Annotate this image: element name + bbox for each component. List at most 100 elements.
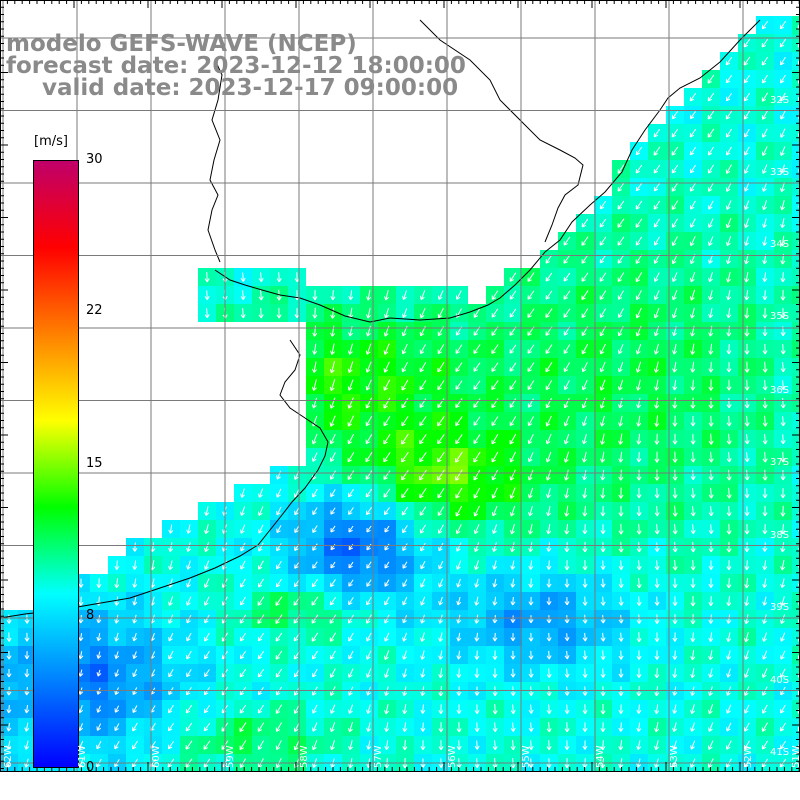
wind-arrow [636,433,642,445]
wind-arrow [654,379,660,391]
wind-arrow [654,433,660,445]
wind-arrow [780,235,786,247]
wind-arrow [509,290,517,300]
wind-cell [792,628,800,646]
wind-arrow [240,307,246,319]
wind-arrow [618,397,623,409]
wind-arrow [365,361,372,373]
wind-arrow [617,182,625,192]
wind-arrow [419,361,427,373]
wind-arrow [636,415,642,427]
wind-arrow [330,489,336,498]
wind-arrow [672,361,678,373]
wind-arrow [690,307,695,319]
wind-arrow [653,164,661,174]
wind-arrow [527,434,534,445]
wind-arrow [654,488,660,499]
wind-arrow [690,379,696,391]
wind-arrow [780,488,786,499]
wind-arrow [708,487,714,499]
wind-arrow [473,487,481,499]
wind-arrow [707,182,714,192]
wind-arrow [779,20,787,30]
lon-label-52W: 52W [743,745,754,768]
wind-arrow [725,164,732,174]
wind-arrow [708,415,714,427]
wind-arrow [581,343,589,355]
wind-arrow [545,290,553,300]
wind-cell [792,232,800,250]
wind-arrow [708,200,714,210]
wind-arrow [618,433,624,445]
wind-arrow [744,469,750,481]
wind-arrow [365,343,372,355]
wind-cell [792,70,800,88]
wind-arrow [708,469,714,481]
wind-arrow [725,110,733,120]
wind-arrow [725,128,732,138]
wind-arrow [581,362,588,373]
wind-arrow [617,236,625,246]
wind-arrow [744,271,750,283]
wind-arrow [689,236,696,247]
wind-arrow [617,254,625,264]
wind-arrow [726,236,732,247]
wind-arrow [780,128,786,138]
wind-arrow [762,397,768,409]
wind-arrow [725,56,733,66]
wind-cell [792,592,800,610]
wind-arrow [653,128,661,138]
wind-arrow [204,308,210,319]
wind-arrow [780,397,786,409]
wind-arrow [780,182,785,193]
wind-arrow [383,451,391,463]
wind-arrow [654,236,660,246]
lat-label-38S: 38S [770,530,790,541]
wind-arrow [780,308,786,319]
wind-arrow [726,146,732,156]
wind-arrow [581,236,589,246]
wind-arrow [240,272,246,282]
wind-arrow [654,469,660,481]
wind-arrow [527,290,535,300]
lat-label-37S: 37S [770,457,790,468]
wind-arrow [690,488,696,499]
wind-arrow [473,380,481,390]
wind-arrow [761,74,769,84]
wind-arrow [653,146,661,156]
wind-arrow [780,451,786,463]
wind-arrow [707,74,715,84]
wind-cell [792,430,800,448]
wind-arrow [402,308,408,318]
wind-arrow [599,200,607,210]
wind-arrow [329,452,336,462]
wind-arrow [527,362,535,372]
lat-label-34S: 34S [770,239,790,250]
wind-arrow [509,416,517,427]
wind-arrow [401,379,409,391]
wind-arrow [509,272,517,282]
wind-arrow [726,398,732,409]
wind-arrow [509,451,516,463]
wind-arrow [330,325,336,337]
wind-arrow [491,308,499,318]
wind-arrow [635,164,643,174]
wind-arrow [726,433,732,445]
wind-arrow [654,451,660,463]
wind-arrow [653,307,660,319]
wind-cell [792,466,800,484]
wind-arrow [582,451,587,463]
wind-arrow [311,397,318,409]
wind-arrow [707,146,715,156]
wind-arrow [491,451,499,463]
wind-arrow [617,379,624,391]
wind-arrow [437,361,445,373]
wind-cell [792,502,800,520]
wind-arrow [312,361,317,373]
wind-arrow [780,164,786,174]
wind-cell [792,124,800,142]
wind-arrow [437,290,444,300]
wind-arrow [780,199,785,211]
wind-arrow [581,308,589,318]
